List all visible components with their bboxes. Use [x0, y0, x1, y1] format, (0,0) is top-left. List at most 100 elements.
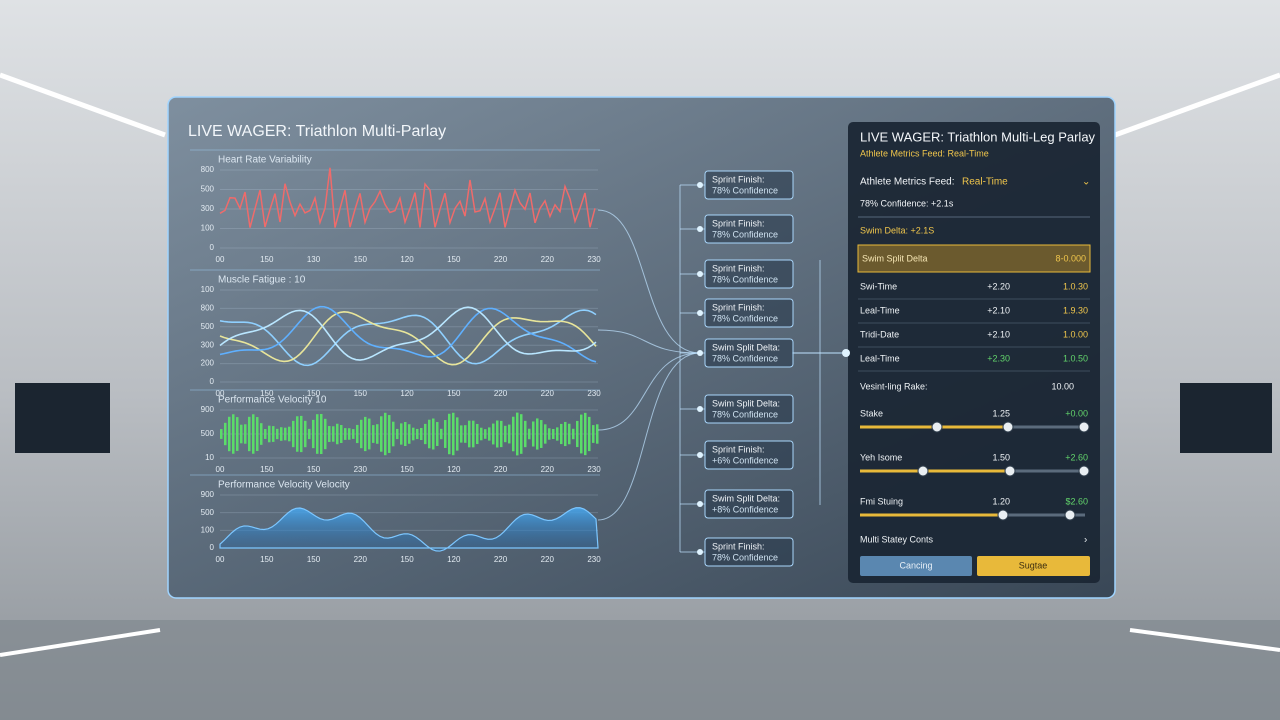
slider-delta: +2.60	[1065, 452, 1088, 462]
x-tick-label: 150	[354, 389, 368, 398]
node-label: Sprint Finish:	[712, 263, 765, 273]
node-box	[704, 259, 794, 289]
slider-thumb[interactable]	[1004, 465, 1016, 477]
node-dot	[697, 271, 703, 277]
swim-delta: Swim Delta: +2.1S	[860, 225, 934, 235]
slider-thumb[interactable]	[997, 509, 1009, 521]
waveform-bar	[448, 413, 451, 455]
waveform-bar	[436, 422, 439, 446]
x-tick-label: 00	[216, 389, 225, 398]
highlight-value: 8-0.000	[1055, 253, 1086, 263]
row-label: Tridi-Date	[860, 329, 899, 339]
waveform-bar	[296, 416, 299, 452]
x-tick-label: 230	[587, 389, 601, 398]
x-tick-label: 120	[447, 465, 461, 474]
waveform-bar	[400, 423, 403, 445]
y-tick-label: 500	[201, 508, 215, 517]
slider-value: 1.25	[992, 408, 1010, 418]
wager-panel	[848, 122, 1100, 583]
x-tick-label: 150	[354, 255, 368, 264]
waveform-bar	[264, 429, 267, 439]
waveform-bar	[500, 420, 503, 448]
waveform-bar	[368, 418, 371, 450]
y-tick-label: 100	[201, 224, 215, 233]
node-label: Sprint Finish:	[712, 302, 765, 312]
ceiling-light	[0, 72, 166, 138]
waveform-bar	[300, 415, 303, 453]
y-tick-label: 900	[201, 405, 215, 414]
node-dot	[697, 310, 703, 316]
slider-label: Stake	[860, 408, 883, 418]
waveform-bar	[564, 421, 567, 447]
dropdown-chevron: ⌄	[1082, 177, 1090, 188]
x-tick-label: 150	[260, 255, 274, 264]
x-tick-label: 220	[541, 389, 555, 398]
node-sub: 78% Confidence	[712, 409, 778, 419]
waveform-bar	[464, 425, 467, 443]
y-tick-label: 0	[210, 243, 215, 252]
waveform-bar	[484, 429, 487, 439]
waveform-bar	[504, 425, 507, 443]
slider-value: 1.20	[992, 496, 1010, 506]
waveform-bar	[376, 424, 379, 444]
cancel-label: Cancing	[899, 560, 932, 570]
x-tick-label: 150	[260, 555, 274, 564]
waveform-bar	[472, 420, 475, 448]
flow-line	[597, 352, 701, 431]
waveform-bar	[288, 426, 291, 442]
waveform	[219, 306, 597, 361]
waveform-bar	[532, 421, 535, 447]
waveform-bar	[292, 420, 295, 448]
y-tick-label: 900	[201, 490, 215, 499]
waveform-bar	[324, 418, 327, 450]
multi-link[interactable]: Multi Statey Conts	[860, 534, 934, 544]
submit-button[interactable]	[977, 556, 1090, 576]
y-tick-label: 0	[210, 377, 215, 386]
node-box	[704, 489, 794, 519]
floor-light	[0, 628, 161, 657]
waveform-bar	[304, 420, 307, 448]
waveform-bar	[528, 428, 531, 440]
rake-value[interactable]: 10.00	[1051, 381, 1074, 391]
waveform-bar	[536, 418, 539, 450]
row-delta: +2.20	[987, 281, 1010, 291]
waveform-bar	[372, 425, 375, 443]
feed-dropdown[interactable]: Athlete Metrics Feed:	[860, 177, 954, 188]
slider-thumb[interactable]	[917, 465, 929, 477]
cancel-button[interactable]	[860, 556, 972, 576]
node-dot	[697, 549, 703, 555]
monitor	[1180, 383, 1272, 453]
slider-thumb[interactable]	[1078, 465, 1090, 477]
x-tick-label: 00	[216, 465, 225, 474]
waveform-bar	[240, 424, 243, 444]
waveform-bar	[592, 425, 595, 443]
monitor	[15, 383, 110, 453]
slider-thumb[interactable]	[931, 421, 943, 433]
waveform-bar	[416, 428, 419, 440]
slider-thumb[interactable]	[1078, 421, 1090, 433]
waveform-bar	[384, 412, 387, 456]
node-sub: 78% Confidence	[712, 185, 778, 195]
waveform-bar	[524, 420, 527, 448]
node-dot	[697, 226, 703, 232]
row-odds: 1.9.30	[1063, 305, 1088, 315]
waveform-bar	[328, 426, 331, 442]
waveform-bar	[408, 424, 411, 444]
slider-label: Fmi Stuing	[860, 496, 903, 506]
slider-thumb[interactable]	[1002, 421, 1014, 433]
highlight-row[interactable]	[857, 244, 1091, 273]
waveform-bar	[252, 414, 255, 454]
waveform-bar	[520, 414, 523, 454]
slider-thumb[interactable]	[1064, 509, 1076, 521]
waveform-bar	[248, 416, 251, 452]
row-odds: 1.0.00	[1063, 329, 1088, 339]
node-box	[704, 537, 794, 567]
node-sub: 78% Confidence	[712, 313, 778, 323]
waveform-bar	[444, 420, 447, 448]
node-dot	[697, 452, 703, 458]
node-dot	[697, 350, 703, 356]
y-tick-label: 500	[201, 322, 215, 331]
y-tick-label: 500	[201, 429, 215, 438]
x-tick-label: 220	[541, 465, 555, 474]
node-dot	[697, 501, 703, 507]
